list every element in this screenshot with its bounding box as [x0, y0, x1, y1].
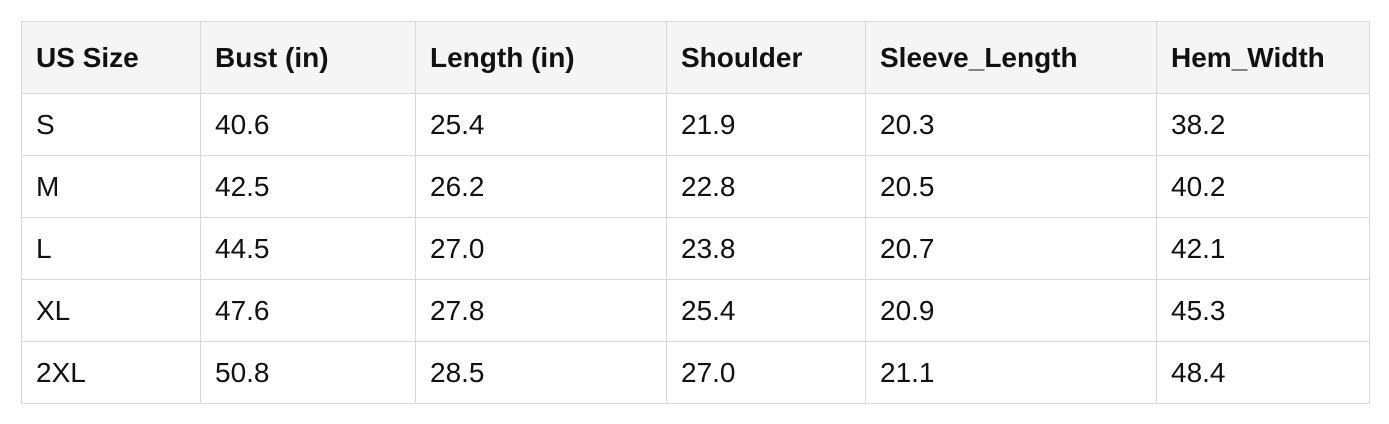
cell-shoulder: 22.8: [666, 155, 866, 218]
cell-sleeve-length: 20.9: [865, 279, 1157, 342]
cell-bust: 50.8: [200, 341, 416, 404]
cell-shoulder: 23.8: [666, 217, 866, 280]
table-row-m: M 42.5 26.2 22.8 20.5 40.2: [21, 155, 1370, 218]
cell-size: M: [21, 155, 201, 218]
cell-bust: 40.6: [200, 93, 416, 156]
cell-sleeve-length: 20.3: [865, 93, 1157, 156]
cell-length: 26.2: [415, 155, 667, 218]
col-header-length: Length (in): [415, 21, 667, 94]
col-header-shoulder: Shoulder: [666, 21, 866, 94]
size-chart-table: US Size Bust (in) Length (in) Shoulder S…: [21, 21, 1370, 404]
table-row-l: L 44.5 27.0 23.8 20.7 42.1: [21, 217, 1370, 280]
cell-size: XL: [21, 279, 201, 342]
cell-length: 25.4: [415, 93, 667, 156]
table-row-s: S 40.6 25.4 21.9 20.3 38.2: [21, 93, 1370, 156]
cell-hem-width: 40.2: [1156, 155, 1370, 218]
cell-bust: 47.6: [200, 279, 416, 342]
cell-length: 27.0: [415, 217, 667, 280]
cell-sleeve-length: 20.7: [865, 217, 1157, 280]
cell-shoulder: 21.9: [666, 93, 866, 156]
cell-size: L: [21, 217, 201, 280]
cell-sleeve-length: 20.5: [865, 155, 1157, 218]
cell-hem-width: 45.3: [1156, 279, 1370, 342]
col-header-us-size: US Size: [21, 21, 201, 94]
cell-sleeve-length: 21.1: [865, 341, 1157, 404]
cell-hem-width: 42.1: [1156, 217, 1370, 280]
cell-hem-width: 48.4: [1156, 341, 1370, 404]
cell-hem-width: 38.2: [1156, 93, 1370, 156]
cell-size: 2XL: [21, 341, 201, 404]
table-row-2xl: 2XL 50.8 28.5 27.0 21.1 48.4: [21, 341, 1370, 404]
col-header-bust: Bust (in): [200, 21, 416, 94]
cell-shoulder: 25.4: [666, 279, 866, 342]
cell-length: 27.8: [415, 279, 667, 342]
cell-length: 28.5: [415, 341, 667, 404]
size-chart-container: US Size Bust (in) Length (in) Shoulder S…: [21, 21, 1370, 404]
col-header-sleeve-length: Sleeve_Length: [865, 21, 1157, 94]
cell-bust: 44.5: [200, 217, 416, 280]
cell-size: S: [21, 93, 201, 156]
cell-shoulder: 27.0: [666, 341, 866, 404]
header-row: US Size Bust (in) Length (in) Shoulder S…: [21, 21, 1370, 94]
cell-bust: 42.5: [200, 155, 416, 218]
col-header-hem-width: Hem_Width: [1156, 21, 1370, 94]
table-row-xl: XL 47.6 27.8 25.4 20.9 45.3: [21, 279, 1370, 342]
